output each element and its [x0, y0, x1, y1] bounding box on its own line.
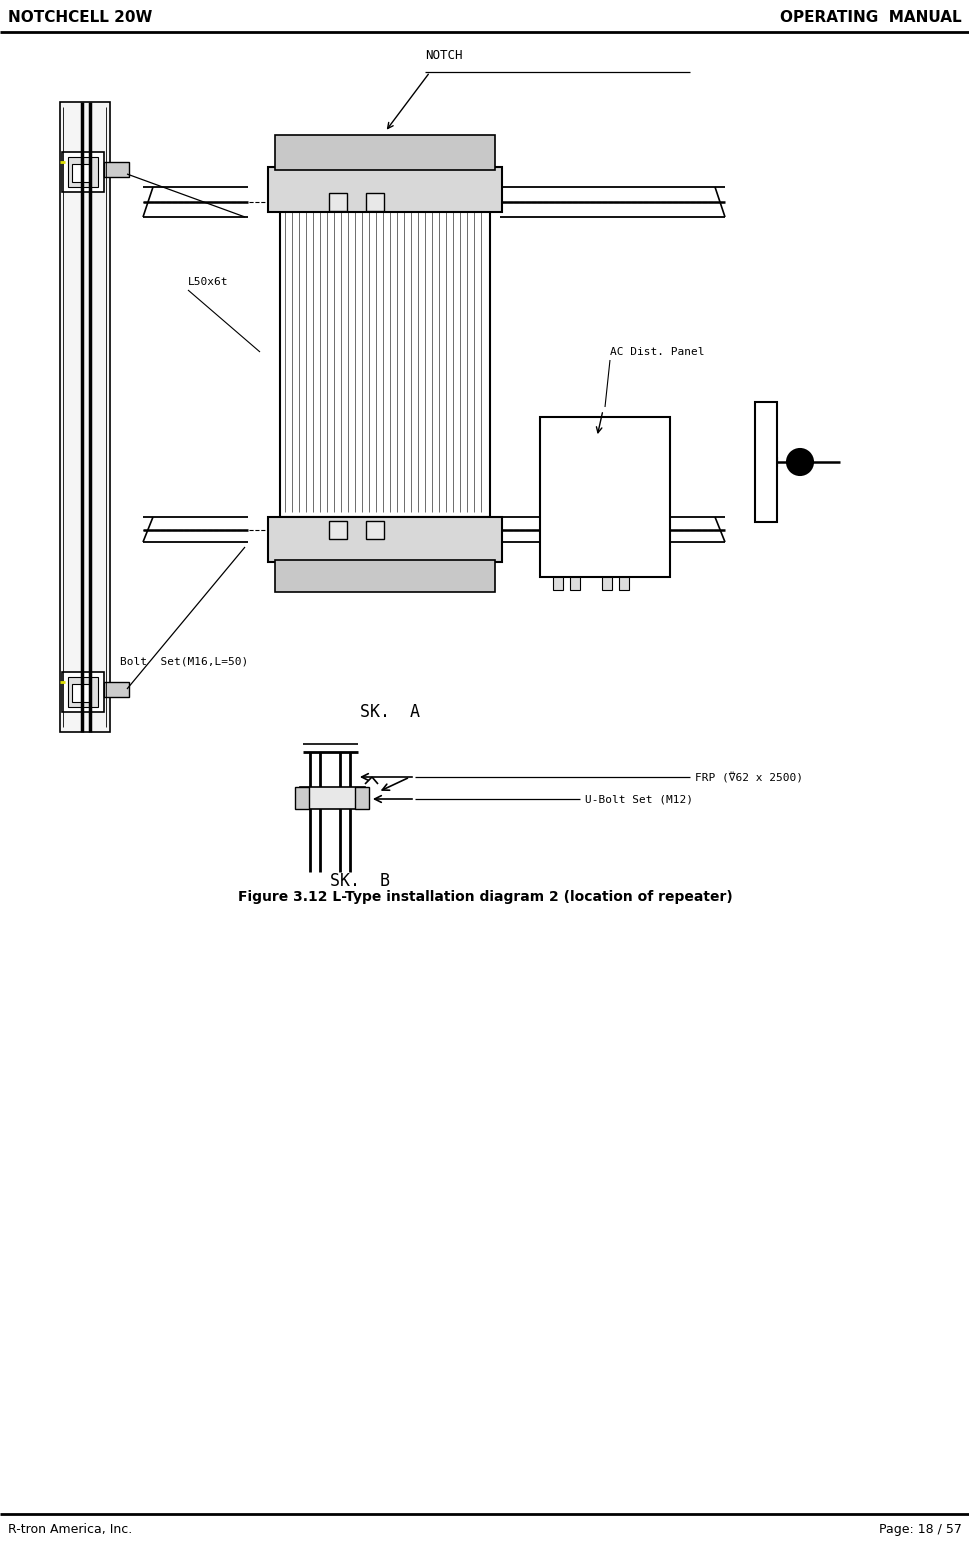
Text: R-tron America, Inc.: R-tron America, Inc. [8, 1524, 132, 1536]
Text: SK.  B: SK. B [329, 872, 390, 889]
Text: L50x6t: L50x6t [188, 276, 229, 287]
Text: AC Dist. Panel: AC Dist. Panel [610, 348, 703, 357]
Bar [328, 192, 347, 211]
Bar [267, 517, 502, 562]
Bar [68, 157, 98, 186]
Text: U-Bolt Set (M12): U-Bolt Set (M12) [584, 795, 692, 804]
Text: SK.  A: SK. A [359, 703, 420, 722]
Bar [104, 681, 129, 697]
Bar [72, 684, 90, 702]
Bar [275, 135, 494, 171]
Bar [570, 577, 579, 590]
Text: FRP (⍢62 x 2500): FRP (⍢62 x 2500) [694, 771, 802, 782]
Bar [295, 787, 309, 809]
Text: NOTCH: NOTCH [424, 50, 462, 62]
Bar [62, 152, 104, 192]
Bar [68, 677, 98, 708]
Bar [754, 402, 776, 521]
Bar [540, 417, 670, 577]
Bar [72, 165, 90, 182]
Bar [365, 521, 384, 539]
Bar [328, 521, 347, 539]
Bar [104, 161, 129, 177]
Bar [62, 672, 104, 712]
Bar [602, 577, 611, 590]
Text: NOTCHCELL 20W: NOTCHCELL 20W [8, 9, 152, 25]
Bar [267, 168, 502, 213]
Bar [275, 560, 494, 591]
Bar [618, 577, 628, 590]
Bar [365, 192, 384, 211]
Bar [280, 206, 489, 517]
Bar [552, 577, 562, 590]
Text: OPERATING  MANUAL: OPERATING MANUAL [780, 9, 961, 25]
Text: Page: 18 / 57: Page: 18 / 57 [878, 1524, 961, 1536]
Text: Figure 3.12 L-Type installation diagram 2 (location of repeater): Figure 3.12 L-Type installation diagram … [237, 889, 732, 903]
Bar [299, 787, 364, 809]
Bar [355, 787, 368, 809]
Circle shape [786, 449, 812, 475]
Text: Bolt  Set(M16,L=50): Bolt Set(M16,L=50) [120, 656, 248, 667]
Bar [60, 102, 109, 733]
